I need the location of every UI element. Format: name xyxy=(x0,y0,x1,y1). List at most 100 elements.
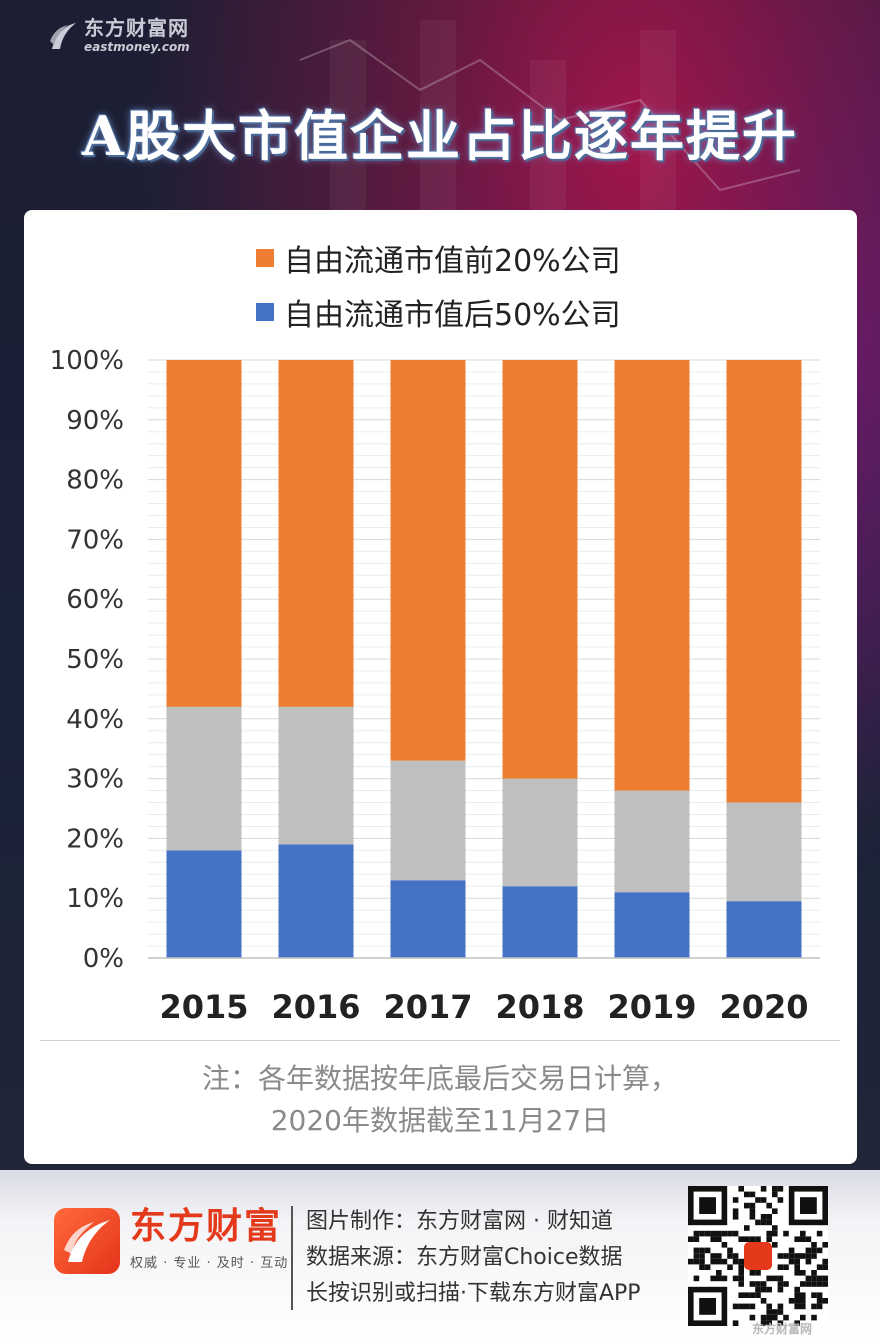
bar-segment-2020-1 xyxy=(726,802,802,902)
qr-module xyxy=(693,1236,700,1242)
qr-module xyxy=(777,1197,784,1203)
qr-module xyxy=(744,1202,750,1209)
legend-item-bottom50: 自由流通市值后50%公司 xyxy=(256,292,621,333)
qr-module xyxy=(716,1253,722,1259)
bar-segment-2018-0 xyxy=(502,886,578,958)
y-tick-label: 60% xyxy=(66,585,124,615)
x-tick-label: 2015 xyxy=(159,988,248,1026)
qr-module xyxy=(788,1258,795,1265)
qr-module xyxy=(693,1247,700,1254)
qr-module xyxy=(794,1270,800,1276)
qr-module xyxy=(732,1253,739,1259)
qr-module xyxy=(755,1236,761,1242)
qr-module xyxy=(738,1275,744,1282)
qr-module xyxy=(794,1303,800,1310)
qr-module xyxy=(772,1230,778,1237)
qr-module xyxy=(766,1320,772,1326)
footer-brand-name: 东方财富 xyxy=(130,1206,283,1247)
qr-module xyxy=(794,1292,800,1298)
qr-module xyxy=(766,1236,772,1242)
qr-module xyxy=(811,1253,817,1259)
y-tick-label: 30% xyxy=(66,765,124,795)
qr-module xyxy=(783,1264,789,1270)
qr-module xyxy=(716,1236,722,1242)
chart-legend: 自由流通市值前20%公司 自由流通市值后50%公司 xyxy=(256,238,621,346)
qr-module xyxy=(760,1281,767,1287)
qr-module xyxy=(816,1264,823,1270)
bar-segment-2016-1 xyxy=(278,706,354,845)
qr-module xyxy=(777,1186,784,1192)
qr-module xyxy=(744,1303,750,1310)
qr-module xyxy=(704,1264,711,1270)
qr-module xyxy=(693,1253,700,1259)
qr-module xyxy=(749,1202,756,1209)
brand-name-en: eastmoney.com xyxy=(84,40,190,54)
x-tick-label: 2019 xyxy=(607,988,696,1026)
qr-module xyxy=(766,1214,772,1220)
qr-module xyxy=(811,1281,817,1287)
qr-module xyxy=(766,1202,772,1209)
qr-module xyxy=(772,1191,778,1198)
qr-module xyxy=(816,1230,823,1237)
qr-module xyxy=(800,1298,806,1304)
qr-module xyxy=(755,1281,761,1287)
qr-module xyxy=(760,1219,767,1226)
qr-module xyxy=(738,1236,744,1242)
x-tick-label: 2020 xyxy=(719,988,808,1026)
qr-module xyxy=(766,1309,772,1315)
qr-module xyxy=(704,1230,711,1237)
legend-label-bottom50: 自由流通市值后50%公司 xyxy=(284,298,621,333)
qr-module xyxy=(811,1303,817,1310)
qr-module xyxy=(755,1219,761,1226)
qr-module xyxy=(772,1314,778,1321)
qr-module xyxy=(772,1309,778,1315)
qr-module xyxy=(749,1208,756,1214)
divider xyxy=(40,1040,840,1041)
y-tick-label: 0% xyxy=(83,944,124,974)
qr-module xyxy=(777,1286,784,1293)
bar-segment-2017-1 xyxy=(390,760,466,881)
qr-module xyxy=(760,1314,767,1321)
qr-module xyxy=(710,1258,716,1265)
qr-module xyxy=(805,1253,812,1259)
qr-module xyxy=(744,1191,750,1198)
qr-module xyxy=(760,1298,767,1304)
qr-module xyxy=(727,1230,733,1237)
qr-module xyxy=(811,1242,817,1248)
qr-code[interactable] xyxy=(688,1186,828,1326)
qr-module xyxy=(800,1253,806,1259)
qr-module xyxy=(777,1281,784,1287)
qr-module xyxy=(800,1314,806,1321)
bar-segment-2016-2 xyxy=(278,360,354,707)
qr-module xyxy=(794,1264,800,1270)
qr-module xyxy=(766,1275,772,1282)
y-tick-label: 10% xyxy=(66,884,124,914)
x-tick-label: 2017 xyxy=(383,988,472,1026)
bar-segment-2016-0 xyxy=(278,844,354,958)
qr-module xyxy=(721,1230,728,1237)
qr-module xyxy=(738,1292,744,1298)
y-tick-label: 90% xyxy=(66,406,124,436)
footer-separator xyxy=(291,1206,293,1310)
qr-module xyxy=(688,1236,694,1242)
qr-module xyxy=(805,1236,812,1242)
qr-module xyxy=(727,1247,733,1254)
qr-module xyxy=(777,1275,784,1282)
credit-data-source: 数据来源：东方财富Choice数据 xyxy=(306,1245,623,1270)
qr-module xyxy=(783,1314,789,1321)
qr-module xyxy=(716,1275,722,1282)
qr-code-icon xyxy=(688,1186,828,1326)
qr-caption: 东方财富网 xyxy=(752,1322,813,1336)
qr-module xyxy=(822,1258,828,1265)
qr-module xyxy=(721,1258,728,1265)
qr-module xyxy=(699,1247,705,1254)
credit-download: 长按识别或扫描·下载东方财富APP xyxy=(306,1281,641,1306)
bar-segment-2018-2 xyxy=(502,360,578,779)
bar-segment-2015-2 xyxy=(166,360,242,707)
qr-module xyxy=(738,1186,744,1192)
qr-module xyxy=(772,1208,778,1214)
qr-module xyxy=(755,1292,761,1298)
qr-module xyxy=(744,1225,750,1231)
qr-module xyxy=(816,1247,823,1254)
qr-module xyxy=(732,1197,739,1203)
